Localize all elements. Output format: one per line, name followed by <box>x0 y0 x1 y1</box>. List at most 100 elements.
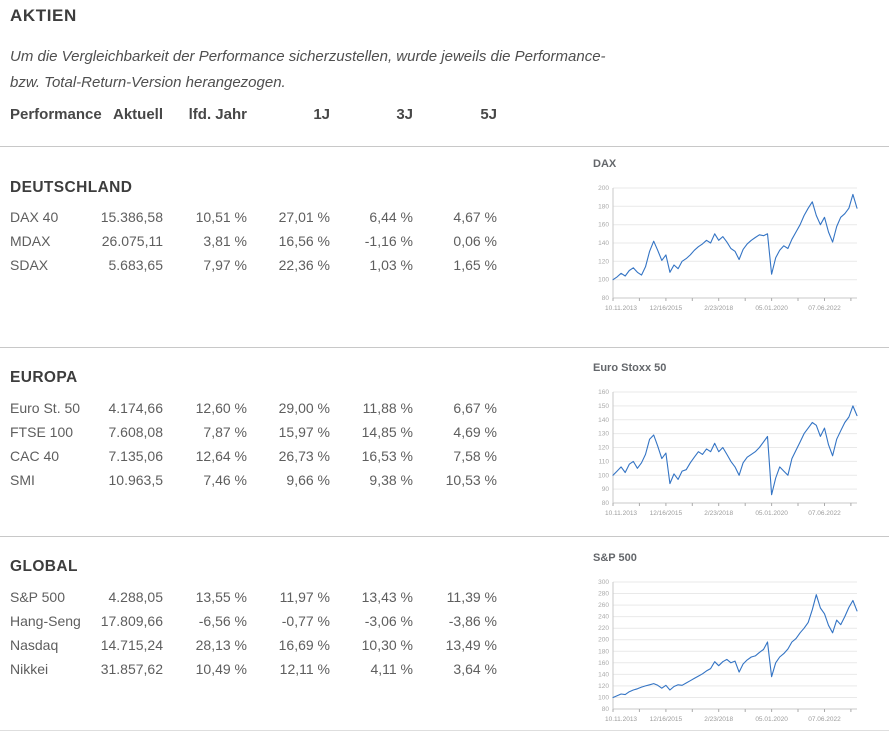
table-rows-deutschland: DAX 40 15.386,58 10,51 % 27,01 % 6,44 % 4,67 … <box>10 205 497 277</box>
svg-text:2/23/2018: 2/23/2018 <box>704 510 733 517</box>
index-value: 1,03 % <box>369 257 413 273</box>
header-3j: 3J <box>396 106 413 123</box>
chart-title-sp-500: S&P 500 <box>593 552 637 564</box>
index-value: 16,56 % <box>278 233 330 249</box>
table-row: Hang-Seng 17.809,66 -6,56 % -0,77 % -3,06 % -… <box>10 609 497 633</box>
index-value: 4,69 % <box>453 424 497 440</box>
index-value: 9,66 % <box>286 472 330 488</box>
svg-text:100: 100 <box>598 472 609 479</box>
chart-canvas-sp-500: 80 100 120 140 160 180 200 220 240 260 280 300 10.11… <box>593 578 889 727</box>
index-value: 12,11 % <box>279 661 330 677</box>
index-name: MDAX <box>10 233 51 249</box>
index-value: 10,49 % <box>195 661 247 677</box>
index-name: FTSE 100 <box>10 424 74 440</box>
index-value: 14.715,24 <box>100 637 163 653</box>
index-value: 4,67 % <box>453 209 497 225</box>
index-value: 11,39 % <box>446 589 497 605</box>
index-value: 12,64 % <box>195 448 247 464</box>
index-value: 4,11 % <box>370 661 413 677</box>
svg-text:180: 180 <box>598 648 609 655</box>
index-name: SDAX <box>10 257 49 273</box>
index-value: -1,16 % <box>364 233 413 249</box>
index-name: CAC 40 <box>10 448 60 464</box>
index-value: 0,06 % <box>453 233 497 249</box>
index-name: Euro St. 50 <box>10 400 81 416</box>
table-rows-europa: Euro St. 50 4.174,66 12,60 % 29,00 % 11,88 %… <box>10 396 497 492</box>
svg-text:120: 120 <box>598 683 609 690</box>
chart-dax: DAX 80 100 120 140 160 180 200 10.11.2013 12/16/… <box>593 158 889 316</box>
svg-text:100: 100 <box>598 695 609 702</box>
svg-text:280: 280 <box>598 591 609 598</box>
svg-text:120: 120 <box>598 445 609 452</box>
index-value: 6,44 % <box>369 209 413 225</box>
line-chart-svg: 80 100 120 140 160 180 200 10.11.2013 12/16/2015… <box>598 185 858 312</box>
table-row: SDAX 5.683,65 7,97 % 22,36 % 1,03 % 1,65 % <box>10 253 497 277</box>
line-chart-svg: 80 100 120 140 160 180 200 220 240 260 280 300 10.11… <box>598 579 858 723</box>
svg-text:140: 140 <box>598 240 609 247</box>
header-performance: Performance <box>10 106 102 123</box>
divider <box>0 347 889 348</box>
page-title: AKTIEN <box>10 6 77 25</box>
index-value: 10.963,5 <box>108 472 164 488</box>
svg-text:80: 80 <box>602 706 610 713</box>
svg-text:10.11.2013: 10.11.2013 <box>605 716 637 723</box>
index-value: 6,67 % <box>453 400 497 416</box>
subtitle-line-2: bzw. Total-Return-Version herangezogen. <box>10 74 286 91</box>
table-row: DAX 40 15.386,58 10,51 % 27,01 % 6,44 % 4,67 … <box>10 205 497 229</box>
index-name: S&P 500 <box>10 589 66 605</box>
svg-text:300: 300 <box>598 579 609 586</box>
index-value: 10,53 % <box>445 472 497 488</box>
section-title-europa: EUROPA <box>10 369 78 386</box>
svg-text:260: 260 <box>598 602 609 609</box>
index-value: 4.288,05 <box>108 589 164 605</box>
table-row: MDAX 26.075,11 3,81 % 16,56 % -1,16 % 0,06 % <box>10 229 497 253</box>
index-value: 26,73 % <box>278 448 330 464</box>
svg-text:200: 200 <box>598 185 609 192</box>
index-name: Nikkei <box>10 661 49 677</box>
svg-text:100: 100 <box>598 277 609 284</box>
svg-text:90: 90 <box>602 486 610 493</box>
index-value: 4.174,66 <box>108 400 164 416</box>
svg-text:180: 180 <box>598 203 609 210</box>
svg-text:240: 240 <box>598 614 609 621</box>
index-name: SMI <box>10 472 35 488</box>
index-value: 10,51 % <box>195 209 247 225</box>
svg-text:07.06.2022: 07.06.2022 <box>808 716 841 723</box>
header-aktuell: Aktuell <box>112 106 163 123</box>
index-value: 7.608,08 <box>108 424 164 440</box>
table-row: FTSE 100 7.608,08 7,87 % 15,97 % 14,85 % 4,69… <box>10 420 497 444</box>
index-name: Hang-Seng <box>10 613 81 629</box>
index-value: -6,56 % <box>198 613 247 629</box>
index-value: 17.809,66 <box>100 613 163 629</box>
index-name: DAX 40 <box>10 209 59 225</box>
svg-text:07.06.2022: 07.06.2022 <box>808 510 841 517</box>
index-value: 10,30 % <box>361 637 413 653</box>
svg-text:12/16/2015: 12/16/2015 <box>650 716 683 723</box>
svg-text:140: 140 <box>598 417 609 424</box>
svg-text:07.06.2022: 07.06.2022 <box>808 305 841 312</box>
table-row: CAC 40 7.135,06 12,64 % 26,73 % 16,53 % 7,58 … <box>10 444 497 468</box>
svg-text:05.01.2020: 05.01.2020 <box>755 305 788 312</box>
index-value: 14,85 % <box>361 424 413 440</box>
svg-text:200: 200 <box>598 637 609 644</box>
svg-text:12/16/2015: 12/16/2015 <box>650 510 683 517</box>
divider <box>0 536 889 537</box>
svg-text:80: 80 <box>602 500 610 507</box>
index-value: 16,69 % <box>278 637 330 653</box>
table-row: S&P 500 4.288,05 13,55 % 11,97 % 13,43 % 11,3… <box>10 585 497 609</box>
svg-text:12/16/2015: 12/16/2015 <box>650 305 683 312</box>
index-value: 1,65 % <box>453 257 497 273</box>
subtitle: Um die Vergleichbarkeit der Performance … <box>10 44 610 96</box>
table-row: Euro St. 50 4.174,66 12,60 % 29,00 % 11,88 %… <box>10 396 497 420</box>
index-value: 15,97 % <box>278 424 330 440</box>
table-header: Performance Aktuell lfd. Jahr 1J 3J 5J <box>10 106 497 123</box>
index-value: 31.857,62 <box>100 661 163 677</box>
svg-text:2/23/2018: 2/23/2018 <box>704 305 733 312</box>
svg-text:120: 120 <box>598 258 609 265</box>
index-value: 7.135,06 <box>108 448 164 464</box>
index-value: 16,53 % <box>361 448 413 464</box>
svg-text:05.01.2020: 05.01.2020 <box>755 716 788 723</box>
index-value: 3,81 % <box>203 233 247 249</box>
index-value: 7,46 % <box>203 472 247 488</box>
svg-text:160: 160 <box>598 660 609 667</box>
